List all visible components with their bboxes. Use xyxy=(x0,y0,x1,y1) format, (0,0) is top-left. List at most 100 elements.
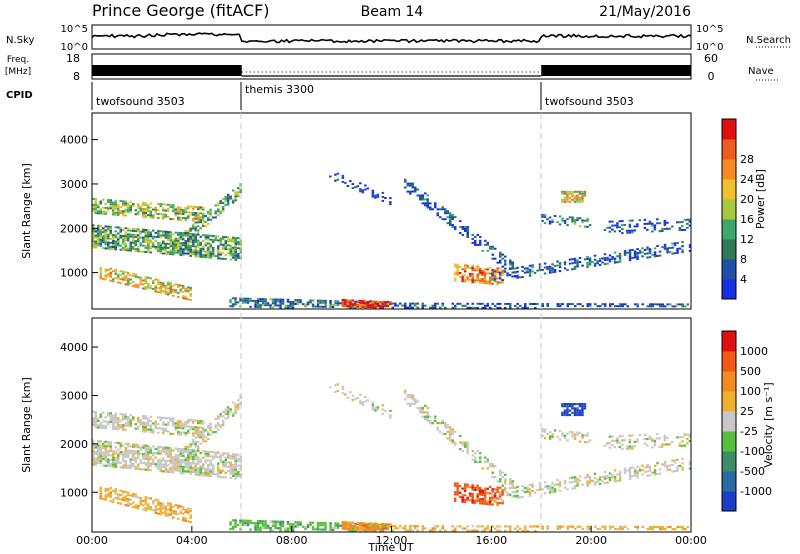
echo-cell xyxy=(404,306,407,309)
echo-cell xyxy=(289,300,292,303)
echo-cell xyxy=(359,190,362,193)
echo-cell xyxy=(154,420,157,423)
echo-cell xyxy=(556,305,559,308)
echo-cell xyxy=(202,463,205,466)
echo-cell xyxy=(214,237,217,240)
echo-cell xyxy=(142,244,145,247)
echo-cell xyxy=(169,419,172,422)
echo-cell xyxy=(519,304,522,307)
echo-cell xyxy=(528,274,532,277)
echo-cell xyxy=(124,237,127,240)
echo-cell xyxy=(181,234,185,237)
echo-cell xyxy=(404,398,407,401)
echo-cell xyxy=(104,464,107,467)
echo-cell xyxy=(122,242,125,245)
echo-cell xyxy=(99,234,102,237)
echo-cell xyxy=(184,287,187,290)
echo-cell xyxy=(626,445,629,448)
echo-cell xyxy=(621,527,624,531)
echo-cell xyxy=(241,299,245,302)
echo-cell xyxy=(661,528,664,531)
echo-cell xyxy=(481,249,484,252)
echo-cell xyxy=(578,413,582,417)
echo-cell xyxy=(528,488,532,491)
echo-cell xyxy=(219,251,222,254)
echo-cell xyxy=(122,278,125,281)
echo-cell xyxy=(588,263,592,266)
echo-cell xyxy=(164,514,167,517)
echo-cell xyxy=(643,442,647,445)
echo-cell xyxy=(563,411,567,414)
echo-cell xyxy=(102,453,105,456)
echo-cell xyxy=(169,206,172,208)
echo-cell xyxy=(494,476,497,479)
echo-cell xyxy=(137,454,140,457)
echo-cell xyxy=(112,461,115,464)
echo-cell xyxy=(376,193,380,196)
echo-cell xyxy=(593,262,597,265)
echo-cell xyxy=(481,491,484,494)
echo-cell xyxy=(137,452,140,455)
echo-cell xyxy=(192,241,195,244)
echo-cell xyxy=(236,191,240,194)
echo-cell xyxy=(498,495,502,498)
echo-cell xyxy=(124,243,127,246)
echo-cell xyxy=(479,235,482,238)
echo-cell xyxy=(224,472,227,475)
echo-cell xyxy=(149,202,152,205)
echo-cell xyxy=(164,292,167,295)
echo-cell xyxy=(421,525,424,528)
echo-cell xyxy=(92,410,95,413)
echo-cell xyxy=(291,306,295,309)
echo-cell xyxy=(334,304,337,307)
echo-cell xyxy=(439,306,442,309)
echo-cell xyxy=(149,456,152,459)
echo-cell xyxy=(468,492,472,495)
echo-cell xyxy=(456,267,459,270)
echo-cell xyxy=(179,472,182,475)
echo-cell xyxy=(364,528,367,531)
echo-cell xyxy=(194,229,197,232)
echo-cell xyxy=(361,299,365,302)
echo-cell xyxy=(444,218,447,221)
echo-cell xyxy=(439,529,442,532)
echo-cell xyxy=(361,526,365,529)
echo-cell xyxy=(571,431,574,434)
echo-cell xyxy=(104,231,107,234)
echo-cell xyxy=(97,228,100,231)
echo-cell xyxy=(688,433,692,436)
echo-cell xyxy=(162,470,165,473)
echo-cell xyxy=(603,475,607,478)
freq-block-1 xyxy=(92,65,242,76)
echo-cell xyxy=(184,433,187,437)
echo-cell xyxy=(483,491,487,494)
echo-cell xyxy=(137,250,140,253)
echo-cell xyxy=(434,417,437,420)
echo-cell xyxy=(481,525,484,528)
echo-cell xyxy=(227,452,230,455)
echo-cell xyxy=(134,209,137,212)
echo-cell xyxy=(653,441,657,444)
echo-cell xyxy=(668,247,672,249)
echo-cell xyxy=(411,393,414,397)
echo-cell xyxy=(109,247,112,250)
echo-cell xyxy=(104,490,107,493)
echo-cell xyxy=(184,217,187,220)
echo-cell xyxy=(424,417,427,420)
echo-cell xyxy=(129,204,132,207)
echo-cell xyxy=(129,451,132,455)
echo-cell xyxy=(633,225,637,228)
echo-cell xyxy=(147,204,150,207)
echo-cell xyxy=(516,525,519,528)
echo-cell xyxy=(523,486,527,489)
echo-cell xyxy=(159,446,162,449)
echo-cell xyxy=(286,304,290,307)
echo-cell xyxy=(162,463,165,466)
echo-cell xyxy=(209,208,212,211)
echo-cell xyxy=(269,304,272,307)
echo-cell xyxy=(434,419,437,423)
echo-cell xyxy=(501,279,504,282)
echo-cell xyxy=(184,431,187,434)
echo-cell xyxy=(636,303,639,306)
echo-cell xyxy=(404,389,407,392)
